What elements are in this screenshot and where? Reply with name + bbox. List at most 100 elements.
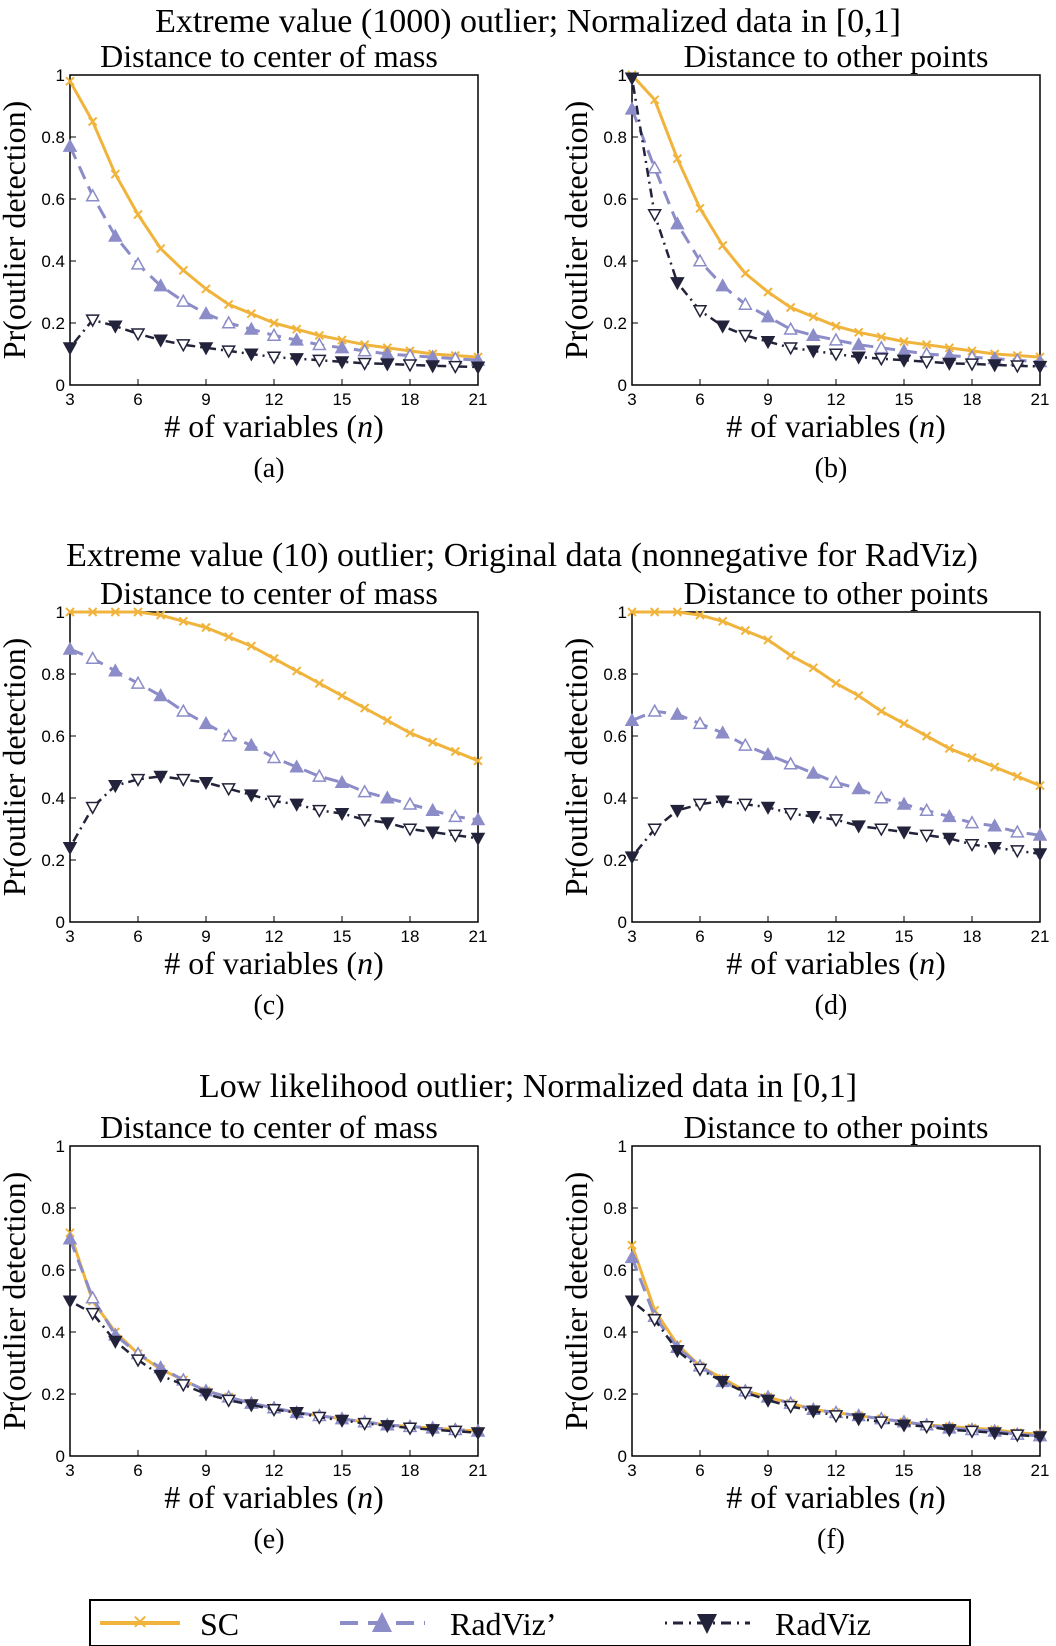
- data-point-radviz: [942, 1424, 957, 1438]
- data-point-sc: [246, 308, 257, 319]
- data-point-sc: [65, 607, 75, 617]
- data-point-radvizprime: [448, 809, 463, 823]
- data-point-sc: [672, 607, 683, 617]
- data-point-radvizprime: [670, 216, 685, 230]
- x-tick-label: 9: [763, 1461, 772, 1480]
- data-point-radviz: [448, 1425, 463, 1439]
- x-tick-label: 15: [333, 390, 352, 409]
- data-point-sc: [223, 299, 234, 310]
- data-point-radvizprime: [108, 663, 123, 677]
- data-point-radviz: [760, 336, 776, 350]
- x-tick-label: 15: [333, 1461, 352, 1480]
- data-point-sc: [831, 678, 841, 689]
- data-point-sc: [785, 302, 796, 313]
- data-point-radviz: [1010, 845, 1025, 859]
- panel-caption: (e): [253, 1524, 284, 1555]
- data-point-radviz: [108, 780, 123, 794]
- data-point-radvizprime: [624, 712, 640, 727]
- data-point-sc: [87, 607, 98, 617]
- y-tick-label: 0.4: [41, 252, 65, 271]
- data-point-sc: [223, 632, 234, 642]
- data-point-radvizprime: [1032, 827, 1048, 841]
- data-point-radviz: [289, 798, 304, 812]
- data-point-radviz: [919, 356, 934, 370]
- data-point-sc: [899, 718, 909, 729]
- data-point-radviz: [357, 357, 372, 371]
- data-point-radviz: [760, 1394, 776, 1408]
- data-point-radviz: [130, 773, 146, 787]
- panel-title-f: Distance to other points: [684, 1109, 989, 1145]
- data-point-sc: [201, 284, 211, 294]
- panel-caption: (f): [817, 1524, 845, 1555]
- data-point-radvizprime: [760, 309, 776, 323]
- data-point-radviz: [221, 1394, 236, 1408]
- y-tick-label: 0.2: [603, 1385, 627, 1404]
- data-point-radviz: [176, 339, 191, 353]
- data-point-radvizprime: [738, 296, 753, 310]
- data-point-radviz: [806, 1405, 821, 1419]
- data-point-radvizprime: [357, 784, 372, 798]
- legend-label-sc: SC: [200, 1606, 239, 1642]
- data-point-radviz: [85, 1307, 100, 1321]
- data-point-radviz: [670, 1345, 685, 1359]
- y-tick-label: 0.6: [603, 190, 627, 209]
- x-tick-label: 9: [763, 927, 772, 946]
- data-point-sc: [155, 243, 166, 254]
- data-point-radvizprime: [85, 188, 100, 202]
- data-point-radviz: [783, 807, 798, 822]
- data-point-radviz: [198, 1388, 214, 1402]
- data-point-sc: [831, 321, 841, 331]
- x-tick-label: 9: [763, 390, 772, 409]
- data-point-radviz: [896, 826, 912, 840]
- data-point-radviz: [1010, 360, 1025, 374]
- data-point-radviz: [289, 353, 304, 367]
- data-point-sc: [740, 625, 751, 636]
- data-point-radvizprime: [85, 1290, 100, 1304]
- data-point-radvizprime: [874, 340, 889, 354]
- data-point-sc: [853, 690, 864, 701]
- data-point-radvizprime: [624, 101, 640, 115]
- data-point-radvizprime: [221, 728, 236, 742]
- data-point-radviz: [987, 1427, 1002, 1441]
- y-tick-label: 0: [618, 1447, 627, 1466]
- data-point-radviz: [62, 842, 78, 856]
- x-tick-label: 3: [65, 390, 74, 409]
- x-tick-label: 21: [1031, 1461, 1050, 1480]
- data-point-radviz: [670, 804, 685, 818]
- data-point-sc: [133, 209, 143, 220]
- y-tick-label: 0.8: [41, 665, 65, 684]
- data-point-radviz: [692, 1363, 708, 1377]
- data-point-sc: [876, 332, 887, 342]
- data-point-sc: [133, 607, 143, 617]
- data-point-sc: [405, 728, 415, 738]
- data-point-radvizprime: [1010, 824, 1025, 838]
- data-point-radviz: [828, 1410, 844, 1424]
- x-tick-label: 3: [65, 1461, 74, 1480]
- y-tick-label: 0: [618, 376, 627, 395]
- data-point-sc: [1012, 771, 1023, 782]
- data-point-radviz: [176, 1379, 191, 1393]
- legend-label-radviz: RadViz: [775, 1606, 871, 1642]
- data-point-sc: [785, 650, 796, 661]
- y-axis-label: Pr(outlier detection): [0, 638, 32, 897]
- x-tick-label: 15: [333, 927, 352, 946]
- data-point-radviz: [987, 359, 1002, 373]
- data-point-radviz: [221, 783, 236, 797]
- data-point-radviz: [244, 789, 259, 803]
- x-tick-label: 21: [469, 390, 488, 409]
- x-tick-label: 12: [265, 927, 284, 946]
- data-point-radvizprime: [874, 790, 889, 804]
- x-tick-label: 6: [133, 1461, 142, 1480]
- data-point-radvizprime: [715, 278, 730, 292]
- data-point-sc: [291, 324, 302, 334]
- x-tick-label: 9: [201, 1461, 210, 1480]
- panel-e: Distance to center of mass 3 6 9 12 15 18 21 0 0.…: [0, 1109, 487, 1555]
- y-tick-label: 0.6: [41, 190, 65, 209]
- data-point-sc: [1035, 780, 1045, 791]
- x-tick-label: 12: [827, 390, 846, 409]
- data-point-radvizprime: [647, 160, 662, 174]
- data-point-radviz: [402, 823, 418, 837]
- row-title-1: Extreme value (1000) outlier; Normalized…: [155, 3, 901, 40]
- data-point-radviz: [108, 1335, 123, 1349]
